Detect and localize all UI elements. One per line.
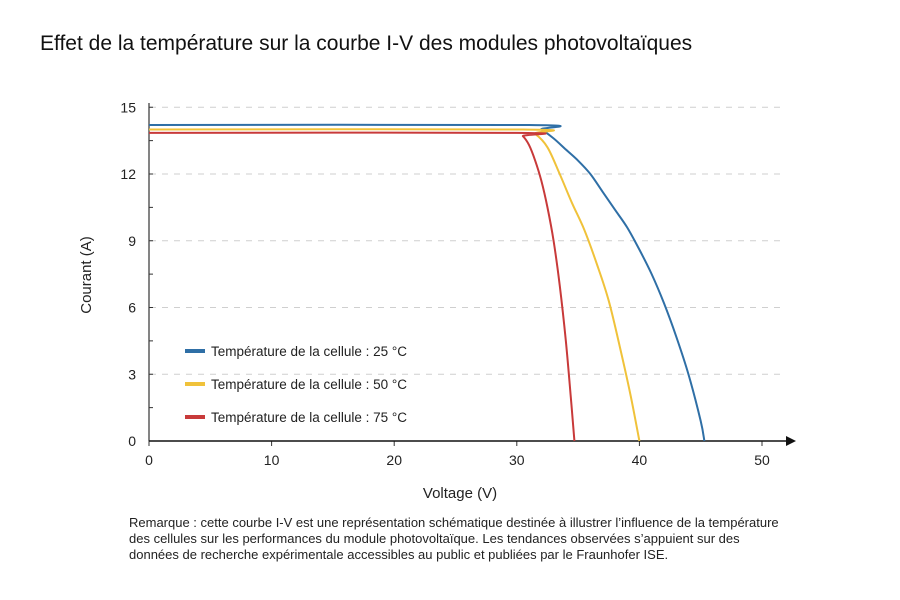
y-tick-label: 6 <box>128 300 136 316</box>
x-tick-label: 10 <box>264 452 280 468</box>
y-tick-label: 3 <box>128 366 136 382</box>
x-tick-label: 30 <box>509 452 525 468</box>
x-tick-label: 20 <box>386 452 402 468</box>
y-tick-label: 0 <box>128 433 136 449</box>
series-line-3 <box>148 131 576 442</box>
y-axis-label: Courant (A) <box>78 236 95 314</box>
legend-label: Température de la cellule : 75 °C <box>211 410 407 425</box>
y-tick-label: 9 <box>128 233 136 249</box>
x-tick-label: 40 <box>632 452 648 468</box>
y-tick-label: 15 <box>120 99 136 115</box>
series-line-1 <box>148 123 706 442</box>
x-axis-arrow-icon <box>786 436 796 446</box>
x-tick-label: 50 <box>754 452 770 468</box>
y-tick-label: 12 <box>120 166 136 182</box>
legend-label: Température de la cellule : 25 °C <box>211 344 407 359</box>
legend-label: Température de la cellule : 50 °C <box>211 377 407 392</box>
series-line-2 <box>148 128 641 442</box>
x-tick-label: 0 <box>145 452 153 468</box>
x-axis-label: Voltage (V) <box>423 485 497 502</box>
chart-title: Effet de la température sur la courbe I-… <box>40 32 693 55</box>
chart-note: Remarque : cette courbe I-V est une repr… <box>129 515 779 562</box>
